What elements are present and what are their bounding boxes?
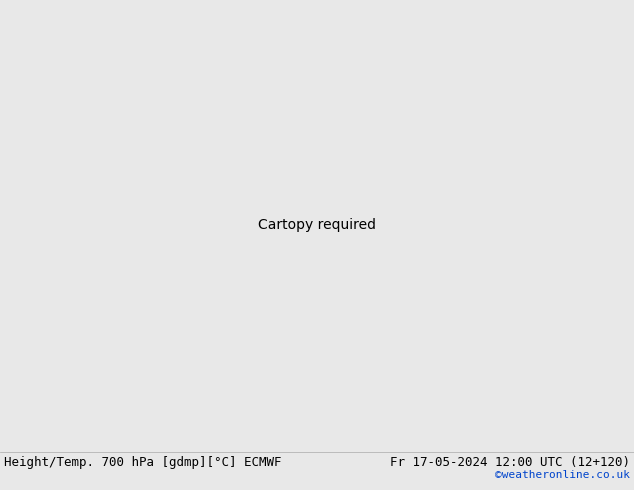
Text: Cartopy required: Cartopy required — [258, 219, 376, 232]
Text: Fr 17-05-2024 12:00 UTC (12+120): Fr 17-05-2024 12:00 UTC (12+120) — [390, 456, 630, 469]
Text: ©weatheronline.co.uk: ©weatheronline.co.uk — [495, 470, 630, 480]
Text: Height/Temp. 700 hPa [gdmp][°C] ECMWF: Height/Temp. 700 hPa [gdmp][°C] ECMWF — [4, 456, 281, 469]
